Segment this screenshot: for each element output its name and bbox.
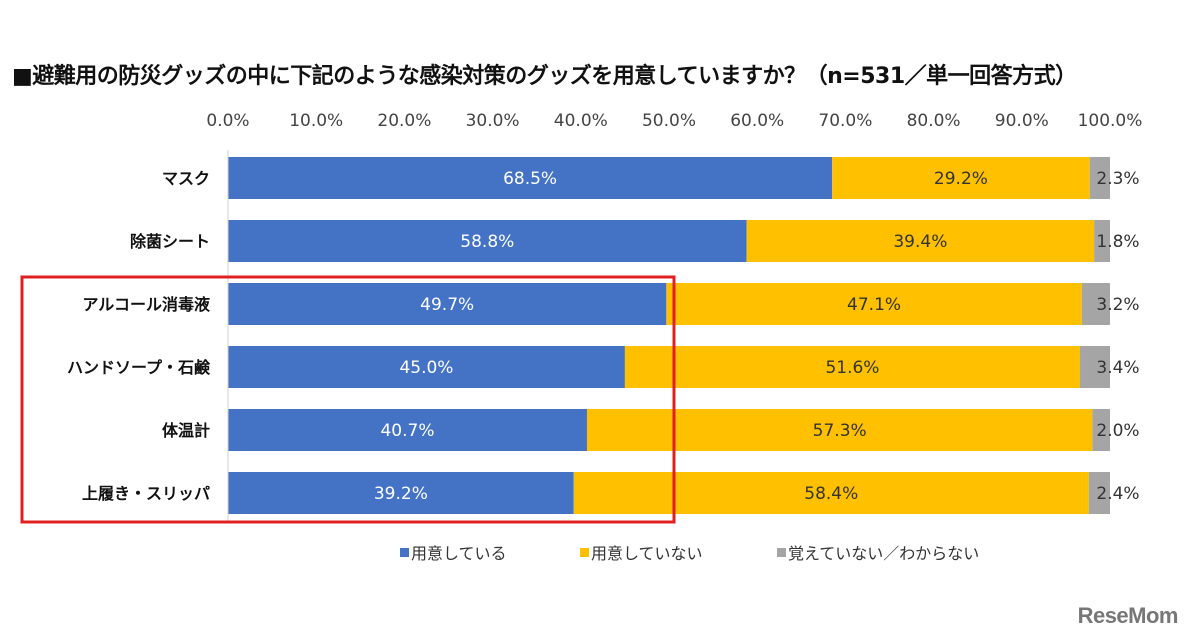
x-tick-label: 70.0% (818, 111, 872, 131)
bar-segment (228, 283, 667, 325)
bar-segment (228, 157, 833, 199)
chart-title: ■避難用の防災グッズの中に下記のような感染対策のグッズを用意していますか？（n=… (12, 64, 1077, 89)
x-tick-label: 60.0% (730, 111, 784, 131)
x-tick-label: 30.0% (466, 111, 520, 131)
category-label: マスク (162, 169, 210, 188)
x-tick-label: 40.0% (554, 111, 608, 131)
bar-segment (228, 409, 587, 451)
data-label: 40.7% (380, 421, 434, 441)
data-label: 1.8% (1096, 232, 1139, 252)
data-label: 58.4% (804, 484, 858, 504)
x-tick-label: 100.0% (1078, 111, 1143, 131)
category-label: 体温計 (162, 421, 210, 440)
data-label: 3.4% (1096, 358, 1139, 378)
x-tick-label: 80.0% (907, 111, 961, 131)
x-tick-label: 90.0% (995, 111, 1049, 131)
bar-segment (624, 346, 1081, 388)
x-tick-label: 10.0% (289, 111, 343, 131)
data-label: 45.0% (399, 358, 453, 378)
data-label: 39.2% (374, 484, 428, 504)
data-label: 2.0% (1096, 421, 1139, 441)
legend-swatch (580, 548, 589, 557)
category-label: ハンドソープ・石鹸 (67, 358, 211, 377)
data-label: 49.7% (420, 295, 474, 315)
data-label: 39.4% (893, 232, 947, 252)
data-label: 68.5% (503, 169, 557, 189)
bar-segment (832, 157, 1090, 199)
bar-segment (573, 472, 1089, 514)
legend-label: 用意している (411, 544, 507, 563)
bar-segment (228, 220, 747, 262)
data-label: 58.8% (460, 232, 514, 252)
data-label: 2.3% (1096, 169, 1139, 189)
bar-segment (1092, 409, 1110, 451)
data-label: 51.6% (825, 358, 879, 378)
legend-swatch (777, 548, 786, 557)
x-tick-label: 20.0% (377, 111, 431, 131)
bar-segment (228, 472, 574, 514)
legend-label: 覚えていない／わからない (788, 544, 979, 563)
x-tick-label: 50.0% (642, 111, 696, 131)
bar-segment (1088, 472, 1110, 514)
resemom-logo: ReseMom (1077, 603, 1179, 628)
data-label: 57.3% (813, 421, 867, 441)
category-label: アルコール消毒液 (82, 295, 211, 314)
legend-swatch (400, 548, 409, 557)
data-label: 2.4% (1096, 484, 1139, 504)
highlight-box (20, 275, 676, 524)
bar-segment (746, 220, 1095, 262)
category-label: 上履き・スリッパ (82, 484, 210, 503)
bar-segment (228, 346, 625, 388)
bar-segment (586, 409, 1093, 451)
legend-label: 用意していない (591, 544, 703, 563)
bar-segment (1089, 157, 1110, 199)
bar-segment (1094, 220, 1110, 262)
data-label: 29.2% (934, 169, 988, 189)
bar-segment (1081, 283, 1110, 325)
category-label: 除菌シート (130, 232, 210, 251)
data-label: 47.1% (847, 295, 901, 315)
x-tick-label: 0.0% (206, 111, 249, 131)
bar-segment (666, 283, 1082, 325)
bar-segment (1080, 346, 1110, 388)
data-label: 3.2% (1096, 295, 1139, 315)
